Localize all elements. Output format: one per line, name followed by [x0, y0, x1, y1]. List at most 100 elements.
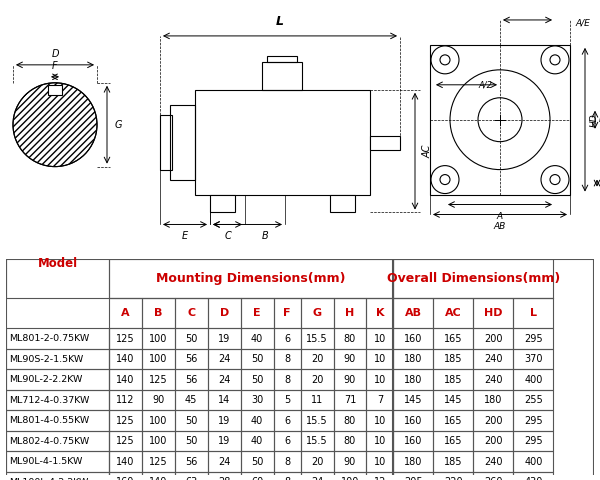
- Bar: [433, 410, 473, 431]
- Bar: [301, 328, 334, 349]
- Circle shape: [450, 70, 550, 169]
- Text: ML801-2-0.75KW: ML801-2-0.75KW: [9, 334, 89, 343]
- Text: 240: 240: [484, 354, 503, 364]
- Text: 8: 8: [284, 354, 290, 364]
- Text: ML100L-4-2.2KW: ML100L-4-2.2KW: [9, 478, 88, 480]
- Text: 20: 20: [311, 374, 323, 384]
- Bar: [301, 410, 334, 431]
- Text: 50: 50: [251, 374, 263, 384]
- Text: 165: 165: [444, 334, 463, 344]
- Bar: [142, 298, 175, 328]
- Bar: [514, 298, 553, 328]
- Bar: [430, 45, 570, 194]
- Bar: [208, 410, 241, 431]
- Bar: [6, 328, 109, 349]
- Text: 60: 60: [251, 477, 263, 480]
- Text: 160: 160: [404, 334, 422, 344]
- Text: 56: 56: [185, 354, 197, 364]
- Text: 400: 400: [524, 456, 542, 467]
- Bar: [334, 370, 367, 390]
- Text: C: C: [187, 308, 195, 318]
- Text: 125: 125: [149, 456, 167, 467]
- Bar: [109, 328, 142, 349]
- Text: 205: 205: [404, 477, 423, 480]
- Text: 11: 11: [311, 395, 323, 405]
- Text: F: F: [283, 308, 291, 318]
- Bar: [208, 451, 241, 472]
- Text: 295: 295: [524, 334, 543, 344]
- Text: 185: 185: [444, 456, 463, 467]
- Bar: [241, 472, 274, 480]
- Bar: [274, 390, 301, 410]
- Text: 185: 185: [444, 354, 463, 364]
- Bar: [6, 431, 109, 451]
- Text: 50: 50: [251, 456, 263, 467]
- Bar: [394, 390, 433, 410]
- Text: AC: AC: [445, 308, 462, 318]
- Bar: [334, 390, 367, 410]
- Text: 295: 295: [524, 436, 543, 446]
- Bar: [370, 136, 400, 150]
- Text: E: E: [182, 231, 188, 241]
- Bar: [367, 370, 394, 390]
- Text: B: B: [262, 231, 269, 241]
- Text: 50: 50: [185, 334, 197, 344]
- Bar: [175, 328, 208, 349]
- Text: 10: 10: [374, 436, 386, 446]
- Bar: [473, 349, 514, 370]
- Text: 5: 5: [284, 395, 290, 405]
- Circle shape: [541, 166, 569, 193]
- Bar: [274, 298, 301, 328]
- Bar: [274, 349, 301, 370]
- Text: 24: 24: [311, 477, 323, 480]
- Text: 140: 140: [116, 456, 134, 467]
- Bar: [394, 472, 433, 480]
- Text: 200: 200: [484, 334, 503, 344]
- Bar: [274, 431, 301, 451]
- Bar: [274, 472, 301, 480]
- Bar: [170, 105, 195, 180]
- Bar: [334, 328, 367, 349]
- Text: 50: 50: [185, 416, 197, 426]
- Text: A: A: [121, 308, 130, 318]
- Bar: [48, 85, 62, 95]
- Text: ML90L-4-1.5KW: ML90L-4-1.5KW: [9, 457, 82, 466]
- Text: 255: 255: [524, 395, 543, 405]
- Bar: [433, 472, 473, 480]
- Bar: [514, 349, 553, 370]
- Text: 80: 80: [344, 436, 356, 446]
- Bar: [330, 194, 355, 213]
- Bar: [6, 229, 109, 298]
- Text: 24: 24: [218, 456, 230, 467]
- Text: 10: 10: [374, 374, 386, 384]
- Text: 7: 7: [377, 395, 383, 405]
- Bar: [367, 390, 394, 410]
- Bar: [208, 472, 241, 480]
- Text: HD: HD: [590, 113, 599, 127]
- Text: 90: 90: [152, 395, 164, 405]
- Text: 90: 90: [344, 354, 356, 364]
- Bar: [6, 410, 109, 431]
- Text: L: L: [530, 308, 537, 318]
- Bar: [473, 410, 514, 431]
- Text: 20: 20: [311, 456, 323, 467]
- Bar: [109, 472, 142, 480]
- Text: ML90S-2-1.5KW: ML90S-2-1.5KW: [9, 355, 83, 364]
- Text: G: G: [313, 308, 322, 318]
- Text: 370: 370: [524, 354, 542, 364]
- Bar: [334, 472, 367, 480]
- Circle shape: [440, 175, 450, 185]
- Bar: [433, 390, 473, 410]
- Bar: [514, 328, 553, 349]
- Bar: [109, 410, 142, 431]
- Text: 56: 56: [185, 374, 197, 384]
- Bar: [175, 472, 208, 480]
- Bar: [274, 451, 301, 472]
- Bar: [160, 115, 172, 169]
- Bar: [208, 370, 241, 390]
- Bar: [208, 349, 241, 370]
- Text: 40: 40: [251, 436, 263, 446]
- Text: 125: 125: [116, 334, 134, 344]
- Bar: [241, 328, 274, 349]
- Text: 63: 63: [185, 477, 197, 480]
